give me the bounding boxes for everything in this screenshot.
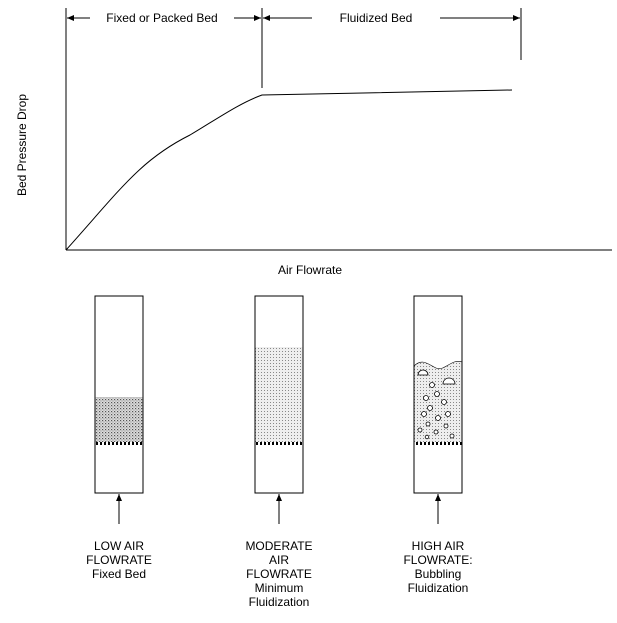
- column-high: [414, 296, 462, 524]
- diagram: Fixed or Packed Bed Fluidized Bed Bed Pr…: [0, 0, 617, 623]
- graph: Fixed or Packed Bed Fluidized Bed Bed Pr…: [15, 8, 612, 277]
- region-label: Fixed or Packed Bed: [106, 11, 217, 25]
- region-label: Fluidized Bed: [340, 11, 413, 25]
- distributor: [95, 442, 143, 445]
- column-label-line: Fluidization: [249, 595, 310, 609]
- column-label-line: FLOWRATE:: [403, 553, 472, 567]
- y-axis-label: Bed Pressure Drop: [15, 94, 29, 196]
- column-label-line: Fluidization: [408, 581, 469, 595]
- column-label-line: FLOWRATE: [86, 553, 152, 567]
- distributor: [255, 442, 303, 445]
- column-label-line: Minimum: [255, 581, 304, 595]
- column-label-line: AIR: [269, 553, 289, 567]
- column-label-line: MODERATE: [245, 539, 312, 553]
- bed: [95, 397, 143, 443]
- x-axis-label: Air Flowrate: [278, 263, 342, 277]
- column-label-line: Fixed Bed: [92, 567, 146, 581]
- bed: [255, 347, 303, 443]
- column-tube: [95, 296, 143, 493]
- column-label-line: Bubbling: [415, 567, 462, 581]
- column-low: [95, 296, 143, 524]
- column-label-line: HIGH AIR: [412, 539, 465, 553]
- column-label-line: LOW AIR: [94, 539, 144, 553]
- pressure-curve: [66, 90, 512, 250]
- column-label-line: FLOWRATE: [246, 567, 312, 581]
- distributor: [414, 442, 462, 445]
- column-moderate: [255, 296, 303, 524]
